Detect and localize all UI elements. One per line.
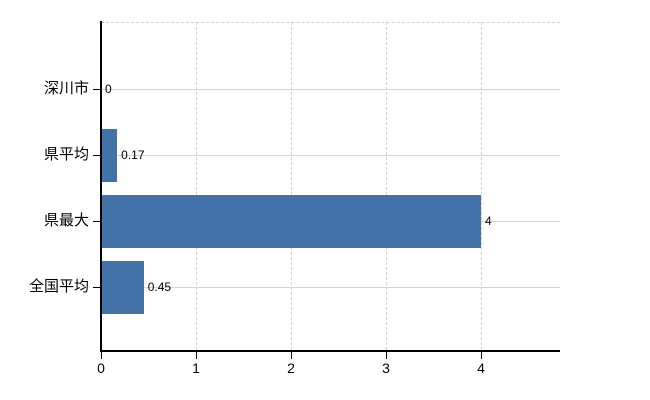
x-axis-tick [291,352,292,359]
y-axis-tick [93,287,100,288]
horizontal-gridline [101,89,560,90]
value-label: 4 [485,214,492,228]
vertical-gridline [386,22,387,350]
x-axis-line [100,350,560,352]
x-axis-tick [196,352,197,359]
bar[interactable] [102,128,118,182]
value-label: 0.45 [147,280,172,294]
horizontal-gridline [101,155,560,156]
plot-top-border [101,22,560,23]
vertical-gridline [481,22,482,350]
y-axis-tick [93,89,100,90]
value-label: 0.17 [121,148,145,162]
y-axis-tick [93,221,100,222]
x-axis-tick [101,352,102,359]
x-axis-tick [481,352,482,359]
x-tick-label: 1 [192,360,200,376]
category-label: 県平均 [43,146,89,163]
value-label: 0 [105,82,112,96]
horizontal-gridline [101,287,560,288]
vertical-gridline [196,22,197,350]
category-label: 深川市 [43,80,89,97]
x-tick-label: 4 [477,360,485,376]
vertical-gridline [291,22,292,350]
y-axis-line [100,21,102,352]
x-tick-label: 2 [287,360,295,376]
x-tick-label: 0 [97,360,105,376]
bar[interactable] [102,194,481,248]
category-label: 県最大 [43,212,89,229]
y-axis-tick [93,155,100,156]
x-axis-tick [386,352,387,359]
category-label: 全国平均 [28,278,89,295]
x-tick-label: 3 [382,360,390,376]
bar[interactable] [102,260,144,314]
